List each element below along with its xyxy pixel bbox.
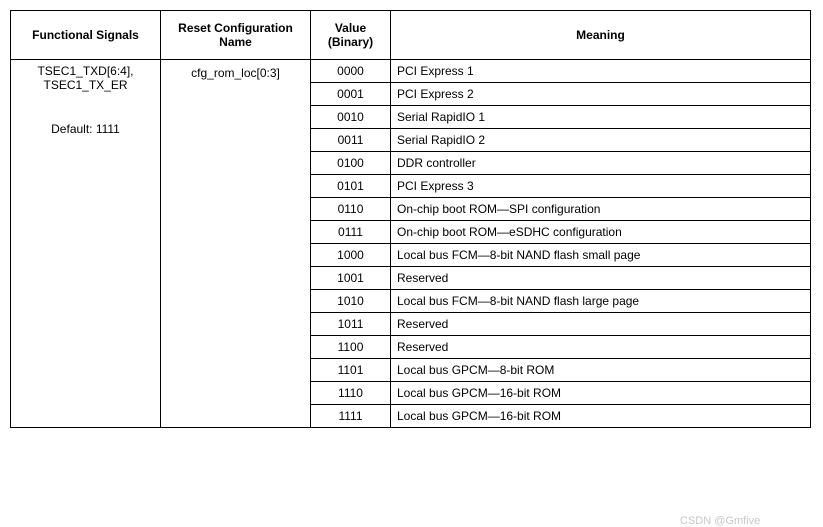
table-row: TSEC1_TXD[6:4], TSEC1_TX_ER Default: 111… — [11, 60, 811, 83]
value-cell: 0111 — [311, 221, 391, 244]
value-cell: 1011 — [311, 313, 391, 336]
functional-signals-cell: TSEC1_TXD[6:4], TSEC1_TX_ER Default: 111… — [11, 60, 161, 428]
header-meaning: Meaning — [391, 11, 811, 60]
meaning-cell: On-chip boot ROM—SPI configuration — [391, 198, 811, 221]
fs-default: Default: 1111 — [17, 122, 154, 136]
meaning-cell: PCI Express 2 — [391, 83, 811, 106]
header-reset-config-name: Reset Configuration Name — [161, 11, 311, 60]
value-cell: 0011 — [311, 129, 391, 152]
value-cell: 1100 — [311, 336, 391, 359]
value-cell: 0110 — [311, 198, 391, 221]
value-cell: 1101 — [311, 359, 391, 382]
meaning-cell: Local bus GPCM—16-bit ROM — [391, 405, 811, 428]
meaning-cell: Reserved — [391, 313, 811, 336]
meaning-cell: Serial RapidIO 1 — [391, 106, 811, 129]
watermark-text: CSDN @Gmfive — [680, 515, 760, 527]
meaning-cell: Local bus GPCM—16-bit ROM — [391, 382, 811, 405]
value-cell: 0101 — [311, 175, 391, 198]
value-cell: 1001 — [311, 267, 391, 290]
value-cell: 0000 — [311, 60, 391, 83]
meaning-cell: On-chip boot ROM—eSDHC configuration — [391, 221, 811, 244]
value-cell: 0100 — [311, 152, 391, 175]
header-value-binary: Value (Binary) — [311, 11, 391, 60]
meaning-cell: PCI Express 1 — [391, 60, 811, 83]
value-cell: 1110 — [311, 382, 391, 405]
value-cell: 0001 — [311, 83, 391, 106]
value-cell: 1111 — [311, 405, 391, 428]
value-cell: 0010 — [311, 106, 391, 129]
meaning-cell: Reserved — [391, 336, 811, 359]
meaning-cell: DDR controller — [391, 152, 811, 175]
meaning-cell: Local bus FCM—8-bit NAND flash large pag… — [391, 290, 811, 313]
meaning-cell: PCI Express 3 — [391, 175, 811, 198]
value-cell: 1010 — [311, 290, 391, 313]
meaning-cell: Local bus GPCM—8-bit ROM — [391, 359, 811, 382]
header-functional-signals: Functional Signals — [11, 11, 161, 60]
meaning-cell: Reserved — [391, 267, 811, 290]
fs-line1: TSEC1_TXD[6:4], — [37, 64, 133, 78]
header-row: Functional Signals Reset Configuration N… — [11, 11, 811, 60]
value-cell: 1000 — [311, 244, 391, 267]
config-table: Functional Signals Reset Configuration N… — [10, 10, 811, 428]
fs-line2: TSEC1_TX_ER — [43, 78, 127, 92]
meaning-cell: Local bus FCM—8-bit NAND flash small pag… — [391, 244, 811, 267]
meaning-cell: Serial RapidIO 2 — [391, 129, 811, 152]
reset-config-name-cell: cfg_rom_loc[0:3] — [161, 60, 311, 428]
